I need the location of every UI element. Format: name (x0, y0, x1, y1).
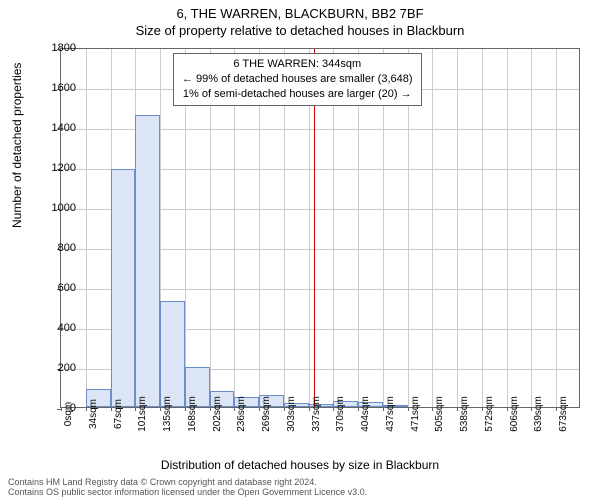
xtick-label: 673sqm (558, 396, 569, 432)
xtick-label: 236sqm (236, 396, 247, 432)
gridline-v (507, 49, 508, 407)
xtick-label: 135sqm (162, 396, 173, 432)
x-axis-label: Distribution of detached houses by size … (0, 458, 600, 472)
gridline-v (457, 49, 458, 407)
annotation-line2: ← 99% of detached houses are smaller (3,… (182, 72, 413, 87)
xtick-mark (210, 407, 211, 411)
xtick-label: 437sqm (385, 396, 396, 432)
gridline-v (86, 49, 87, 407)
ytick-label: 1200 (36, 162, 76, 174)
ytick-label: 1400 (36, 122, 76, 134)
xtick-label: 303sqm (286, 396, 297, 432)
xtick-label: 168sqm (187, 396, 198, 432)
xtick-label: 572sqm (484, 396, 495, 432)
y-axis-label: Number of detached properties (10, 63, 24, 228)
histogram-bar (135, 115, 160, 407)
xtick-mark (408, 407, 409, 411)
page-title: 6, THE WARREN, BLACKBURN, BB2 7BF (0, 0, 600, 21)
ytick-label: 800 (36, 242, 76, 254)
gridline-v (432, 49, 433, 407)
xtick-mark (507, 407, 508, 411)
xtick-mark (160, 407, 161, 411)
xtick-label: 606sqm (509, 396, 520, 432)
xtick-label: 0sqm (63, 402, 74, 426)
xtick-label: 538sqm (459, 396, 470, 432)
xtick-mark (86, 407, 87, 411)
xtick-label: 471sqm (410, 396, 421, 432)
xtick-label: 101sqm (137, 396, 148, 432)
ytick-label: 200 (36, 362, 76, 374)
xtick-label: 404sqm (360, 396, 371, 432)
footer-line2: Contains OS public sector information li… (8, 488, 367, 498)
xtick-label: 67sqm (113, 399, 124, 429)
xtick-mark (309, 407, 310, 411)
xtick-label: 639sqm (533, 396, 544, 432)
xtick-label: 505sqm (434, 396, 445, 432)
xtick-label: 34sqm (88, 399, 99, 429)
ytick-label: 600 (36, 282, 76, 294)
xtick-mark (482, 407, 483, 411)
xtick-label: 269sqm (261, 396, 272, 432)
gridline-v (482, 49, 483, 407)
xtick-mark (383, 407, 384, 411)
xtick-mark (284, 407, 285, 411)
ytick-label: 400 (36, 322, 76, 334)
xtick-mark (259, 407, 260, 411)
annotation-box: 6 THE WARREN: 344sqm← 99% of detached ho… (173, 53, 422, 106)
gridline-v (531, 49, 532, 407)
gridline-v (556, 49, 557, 407)
plot-area: 6 THE WARREN: 344sqm← 99% of detached ho… (60, 48, 580, 408)
histogram-bar (160, 301, 185, 407)
annotation-line1: 6 THE WARREN: 344sqm (182, 57, 413, 72)
page-subtitle: Size of property relative to detached ho… (0, 21, 600, 38)
xtick-mark (358, 407, 359, 411)
xtick-mark (185, 407, 186, 411)
xtick-label: 337sqm (311, 396, 322, 432)
chart-area: 6 THE WARREN: 344sqm← 99% of detached ho… (60, 48, 580, 408)
footer-attribution: Contains HM Land Registry data © Crown c… (8, 478, 367, 498)
xtick-label: 202sqm (212, 396, 223, 432)
ytick-label: 1600 (36, 82, 76, 94)
xtick-mark (111, 407, 112, 411)
ytick-label: 1000 (36, 202, 76, 214)
ytick-label: 1800 (36, 42, 76, 54)
xtick-label: 370sqm (335, 396, 346, 432)
annotation-line3: 1% of semi-detached houses are larger (2… (182, 87, 413, 102)
histogram-bar (111, 169, 136, 407)
